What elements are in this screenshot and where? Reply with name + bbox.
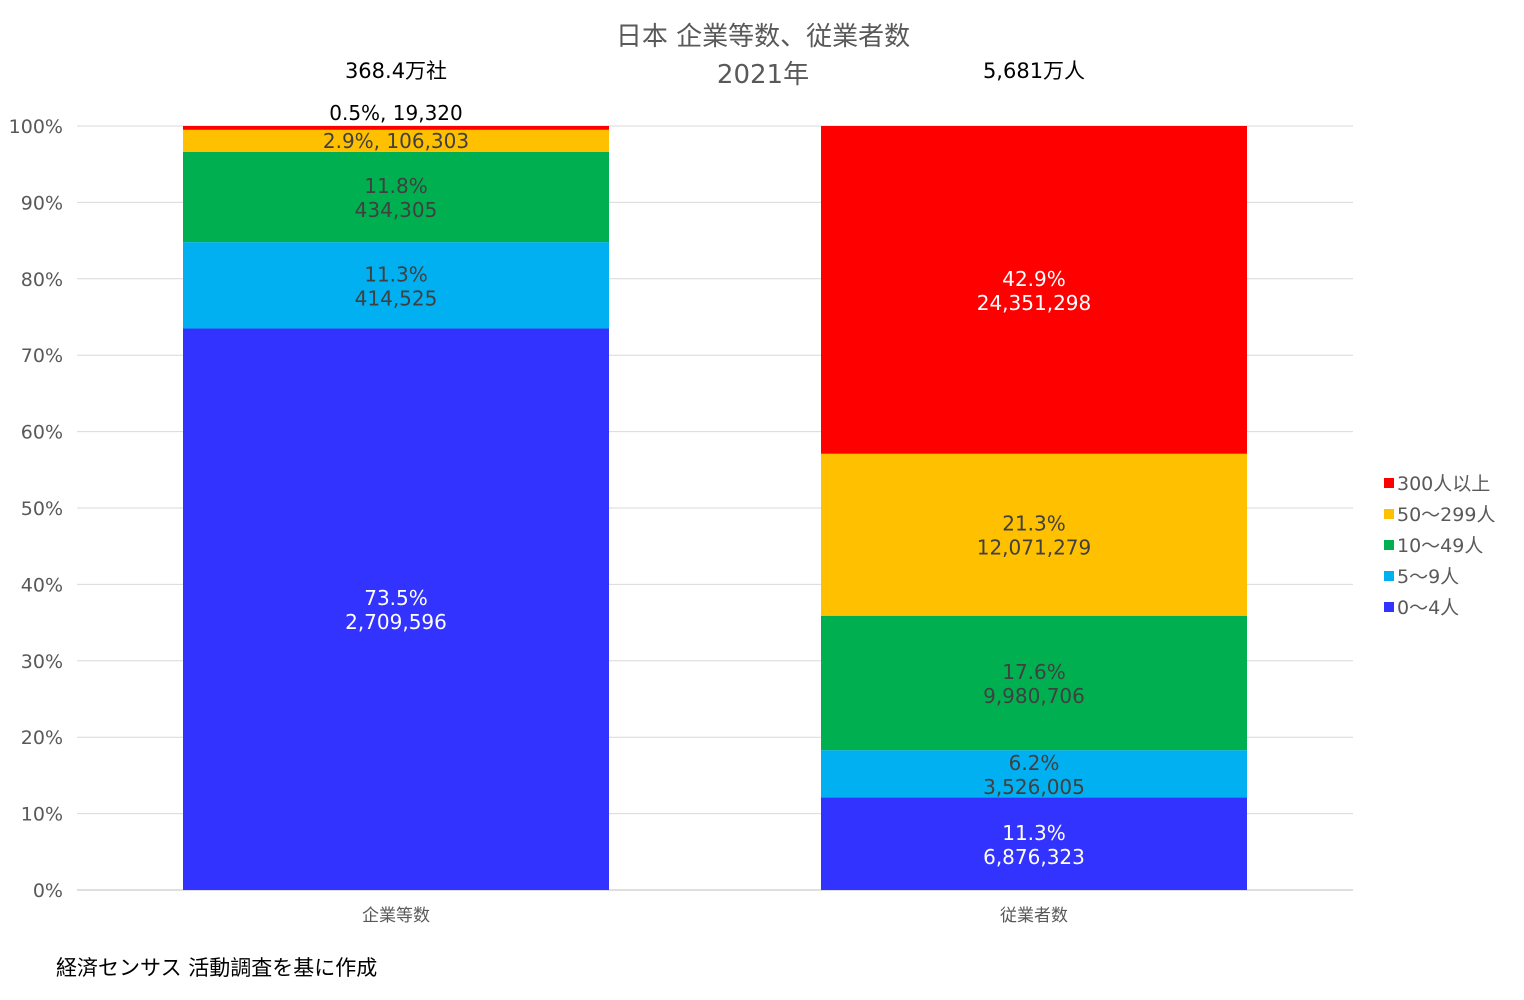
data-label: 11.8% bbox=[364, 174, 428, 198]
chart-title: 日本 企業等数、従業者数 bbox=[616, 22, 910, 52]
legend-swatch bbox=[1384, 509, 1394, 519]
y-tick-label: 70% bbox=[21, 345, 63, 367]
data-label: 2,709,596 bbox=[345, 610, 447, 634]
bar-segment bbox=[183, 129, 609, 152]
y-tick-label: 10% bbox=[21, 804, 63, 826]
legend-swatch bbox=[1384, 571, 1394, 581]
x-tick-label: 企業等数 bbox=[362, 906, 430, 926]
chart-subtitle: 2021年 bbox=[717, 60, 809, 90]
y-tick-label: 30% bbox=[21, 651, 63, 673]
bar-segment bbox=[821, 750, 1247, 798]
legend-label: 0～4人 bbox=[1397, 597, 1459, 619]
data-label: 11.3% bbox=[1002, 821, 1066, 845]
bar-segment bbox=[183, 328, 609, 891]
data-label: 0.5%, 19,320 bbox=[329, 101, 463, 125]
data-label: 2.9%, 106,303 bbox=[323, 129, 469, 153]
legend-label: 5～9人 bbox=[1397, 566, 1459, 588]
y-tick-label: 0% bbox=[33, 880, 63, 902]
bar-segment bbox=[821, 453, 1247, 616]
legend-label: 50～299人 bbox=[1397, 504, 1495, 526]
data-label: 6.2% bbox=[1009, 751, 1060, 775]
y-tick-label: 80% bbox=[21, 269, 63, 291]
data-label: 73.5% bbox=[364, 586, 428, 610]
legend-swatch bbox=[1384, 478, 1394, 488]
bar-segment bbox=[183, 151, 609, 243]
data-label: 9,980,706 bbox=[983, 684, 1085, 708]
data-label: 414,525 bbox=[355, 286, 438, 310]
bar-segment bbox=[183, 242, 609, 329]
y-tick-label: 50% bbox=[21, 498, 63, 520]
legend-label: 300人以上 bbox=[1397, 473, 1490, 495]
bar-segment bbox=[821, 615, 1247, 751]
data-label: 11.3% bbox=[364, 262, 428, 286]
data-label: 6,876,323 bbox=[983, 845, 1085, 869]
data-label: 3,526,005 bbox=[983, 775, 1085, 799]
data-label: 12,071,279 bbox=[977, 536, 1092, 560]
x-tick-label: 従業者数 bbox=[1000, 906, 1068, 926]
y-tick-label: 20% bbox=[21, 727, 63, 749]
bar-segment bbox=[821, 797, 1247, 890]
bar-segment bbox=[183, 126, 609, 130]
y-tick-label: 90% bbox=[21, 192, 63, 214]
y-tick-label: 40% bbox=[21, 574, 63, 596]
data-label: 434,305 bbox=[355, 198, 438, 222]
legend-swatch bbox=[1384, 602, 1394, 612]
data-label: 24,351,298 bbox=[977, 291, 1092, 315]
y-tick-label: 60% bbox=[21, 422, 63, 444]
category-total-label: 368.4万社 bbox=[345, 59, 447, 83]
legend-label: 10～49人 bbox=[1397, 535, 1483, 557]
source-footnote: 経済センサス 活動調査を基に作成 bbox=[56, 956, 378, 980]
data-label: 42.9% bbox=[1002, 267, 1066, 291]
data-label: 21.3% bbox=[1002, 512, 1066, 536]
y-tick-label: 100% bbox=[9, 116, 63, 138]
bar-segment bbox=[821, 126, 1247, 454]
category-total-label: 5,681万人 bbox=[983, 59, 1085, 83]
legend-swatch bbox=[1384, 540, 1394, 550]
data-label: 17.6% bbox=[1002, 660, 1066, 684]
